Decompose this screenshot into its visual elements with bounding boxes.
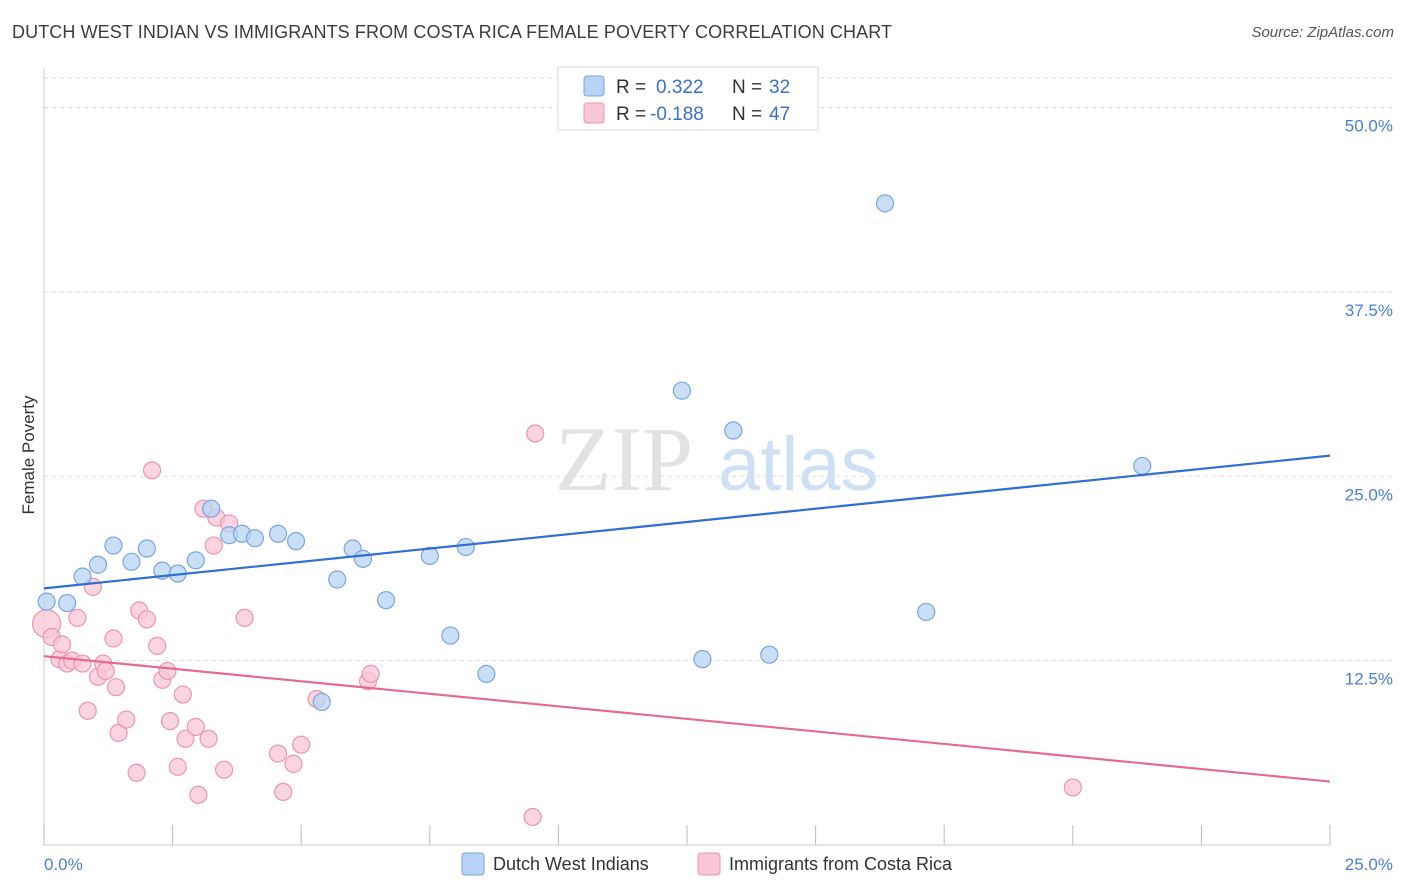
point-pink (117, 710, 136, 729)
legend-r-label-2: R = (616, 104, 646, 125)
point-pink (168, 757, 187, 776)
point-pink (142, 461, 162, 480)
point-pink (361, 664, 380, 684)
trend-line-blue (43, 454, 1331, 590)
bottom-legend-swatch-blue (461, 852, 485, 876)
point-pink (186, 717, 205, 737)
point-blue (73, 567, 92, 586)
y-tick-label: 12.5% (1345, 670, 1393, 689)
point-blue (1133, 456, 1152, 476)
point-pink (176, 729, 195, 748)
point-pink (127, 763, 146, 782)
point-pink (68, 608, 87, 627)
point-pink (160, 711, 180, 731)
point-blue (268, 524, 288, 543)
point-blue (328, 570, 347, 589)
legend-n-label-2: N = (732, 104, 762, 125)
point-pink (235, 608, 254, 627)
legend-r-label-1: R = (616, 77, 646, 98)
point-pink (284, 754, 303, 773)
point-blue (245, 529, 265, 548)
gridlines (44, 77, 1392, 662)
trend-lines (43, 454, 1331, 783)
point-blue (104, 536, 123, 555)
chart-title: DUTCH WEST INDIAN VS IMMIGRANTS FROM COS… (12, 22, 893, 42)
point-blue (376, 591, 396, 610)
trend-line-pink (43, 655, 1331, 783)
point-blue (724, 421, 743, 440)
point-pink (523, 807, 542, 827)
x-tick-label: 0.0% (44, 855, 83, 874)
legend-r-value-2: -0.188 (650, 104, 704, 125)
point-blue (672, 381, 691, 400)
legend-r-value-1: 0.322 (656, 77, 704, 98)
point-pink (274, 782, 293, 802)
point-pink (78, 701, 97, 720)
y-tick-label: 25.0% (1345, 485, 1393, 504)
point-pink (148, 636, 167, 655)
point-blue (122, 552, 141, 571)
point-blue (286, 532, 306, 551)
legend-n-value-1: 32 (769, 77, 790, 98)
legend-n-value-2: 47 (769, 104, 790, 125)
point-blue (202, 499, 221, 518)
point-pink (189, 785, 208, 804)
point-pink (199, 729, 218, 748)
point-blue (137, 539, 156, 558)
source-label: Source: ZipAtlas.com (1251, 24, 1394, 41)
bottom-legend: Dutch West Indians Immigrants from Costa… (461, 852, 953, 876)
point-pink (1063, 778, 1082, 797)
point-pink (137, 610, 156, 629)
watermark-zip: ZIP (555, 408, 693, 510)
legend-n-label-1: N = (732, 77, 762, 98)
point-blue (477, 664, 496, 684)
point-blue (353, 549, 373, 568)
point-blue (186, 551, 205, 570)
point-pink (292, 735, 311, 754)
point-pink (96, 661, 115, 681)
point-pink (106, 678, 126, 697)
point-blue (58, 593, 77, 613)
point-pink (204, 536, 223, 555)
bottom-legend-swatch-pink (697, 852, 721, 876)
point-blue (875, 194, 895, 213)
point-blue (88, 555, 108, 574)
point-blue (441, 626, 460, 645)
point-blue (456, 537, 475, 557)
legend-swatch-blue (583, 75, 605, 97)
y-axis-label: Female Poverty (19, 395, 38, 515)
bottom-legend-label-pink: Immigrants from Costa Rica (729, 854, 953, 874)
point-blue (37, 592, 56, 611)
x-tick-label: 25.0% (1345, 855, 1393, 874)
watermark-atlas: atlas (718, 422, 879, 507)
point-pink (52, 635, 72, 654)
legend-swatch-pink (583, 102, 605, 124)
y-tick-label: 37.5% (1345, 301, 1393, 320)
axes: 12.5% 25.0% 37.5% 50.0% 0.0% 25.0% (43, 68, 1393, 874)
point-pink (526, 424, 545, 443)
bottom-legend-label-blue: Dutch West Indians (493, 854, 649, 874)
point-blue (420, 546, 439, 566)
point-pink (214, 760, 234, 779)
point-blue (917, 602, 936, 622)
legend: R = 0.322 N = 32 R = -0.188 N = 47 (557, 66, 819, 131)
point-pink (268, 744, 288, 763)
point-blue (693, 650, 712, 669)
y-tick-label: 50.0% (1345, 117, 1393, 136)
point-blue (760, 645, 779, 664)
data-points (31, 194, 1152, 827)
point-pink (173, 685, 192, 704)
point-pink (104, 629, 123, 648)
point-pink (73, 654, 92, 673)
point-pink (158, 661, 177, 681)
point-blue (312, 692, 331, 712)
